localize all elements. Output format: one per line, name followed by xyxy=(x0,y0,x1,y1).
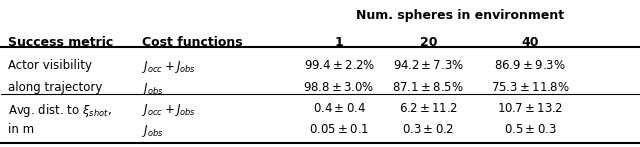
Text: $J_{occ}+J_{obs}$: $J_{occ}+J_{obs}$ xyxy=(141,59,196,75)
Text: $99.4\pm2.2\%$: $99.4\pm2.2\%$ xyxy=(303,59,374,72)
Text: Cost functions: Cost functions xyxy=(141,36,242,49)
Text: $6.2\pm11.2$: $6.2\pm11.2$ xyxy=(399,102,458,115)
Text: 1: 1 xyxy=(335,36,344,49)
Text: $87.1\pm8.5\%$: $87.1\pm8.5\%$ xyxy=(392,81,464,94)
Text: $0.3\pm0.2$: $0.3\pm0.2$ xyxy=(403,123,454,136)
Text: 40: 40 xyxy=(522,36,539,49)
Text: Actor visibility: Actor visibility xyxy=(8,59,92,72)
Text: in m: in m xyxy=(8,123,34,136)
Text: Avg. dist. to $\xi_{shot}$,: Avg. dist. to $\xi_{shot}$, xyxy=(8,102,111,119)
Text: $J_{obs}$: $J_{obs}$ xyxy=(141,81,163,97)
Text: 20: 20 xyxy=(420,36,437,49)
Text: Success metric: Success metric xyxy=(8,36,113,49)
Text: $0.5\pm0.3$: $0.5\pm0.3$ xyxy=(504,123,557,136)
Text: $0.4\pm0.4$: $0.4\pm0.4$ xyxy=(312,102,365,115)
Text: $J_{occ}+J_{obs}$: $J_{occ}+J_{obs}$ xyxy=(141,102,196,118)
Text: $10.7\pm13.2$: $10.7\pm13.2$ xyxy=(497,102,563,115)
Text: $98.8\pm3.0\%$: $98.8\pm3.0\%$ xyxy=(303,81,375,94)
Text: $75.3\pm11.8\%$: $75.3\pm11.8\%$ xyxy=(491,81,570,94)
Text: $J_{obs}$: $J_{obs}$ xyxy=(141,123,163,139)
Text: Num. spheres in environment: Num. spheres in environment xyxy=(356,9,564,22)
Text: $94.2\pm7.3\%$: $94.2\pm7.3\%$ xyxy=(393,59,464,72)
Text: $86.9\pm9.3\%$: $86.9\pm9.3\%$ xyxy=(494,59,566,72)
Text: along trajectory: along trajectory xyxy=(8,81,102,94)
Text: $0.05\pm0.1$: $0.05\pm0.1$ xyxy=(309,123,369,136)
